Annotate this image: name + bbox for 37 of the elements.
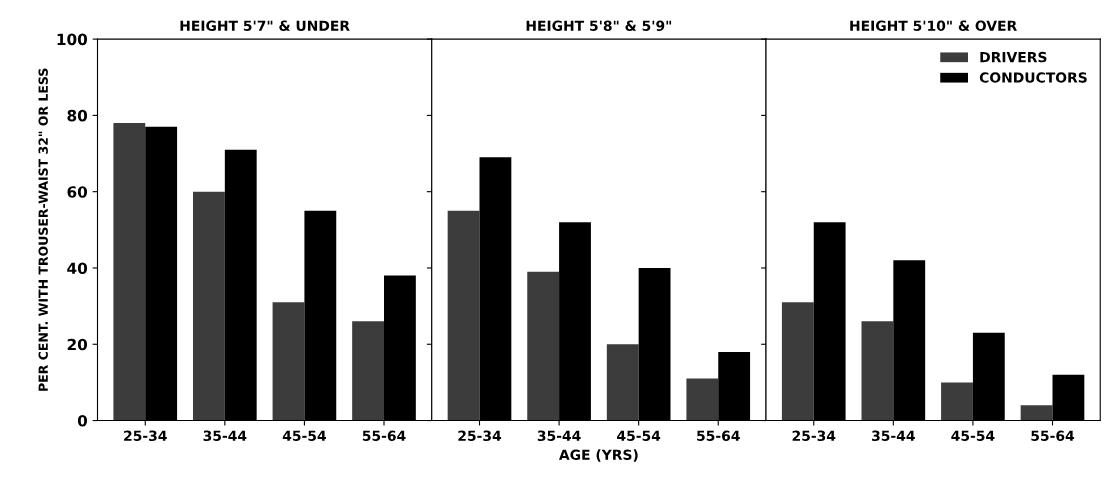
- legend-label: CONDUCTORS: [979, 72, 1087, 83]
- chart-title: HEIGHT 5'8" & 5'9": [526, 20, 672, 31]
- y-tick-label: 0: [77, 415, 88, 427]
- bar: [527, 271, 560, 421]
- bar: [447, 210, 480, 421]
- bar: [861, 321, 894, 421]
- bar: [193, 191, 225, 421]
- x-tick-label: 55-64: [362, 430, 406, 442]
- bar: [606, 344, 639, 421]
- x-tick-label: 45-54: [951, 430, 995, 442]
- x-tick-label: 35-44: [203, 430, 247, 442]
- bar: [272, 302, 305, 421]
- x-axis-title: AGE (YRS): [558, 449, 638, 462]
- y-tick-label: 20: [67, 338, 88, 351]
- x-tick-label: 55-64: [697, 430, 740, 442]
- bar: [1020, 405, 1053, 421]
- x-tick-label: 25-34: [124, 430, 167, 442]
- chart-title: HEIGHT 5'7" & UNDER: [180, 20, 350, 31]
- bar: [686, 378, 719, 421]
- x-tick-label: 25-34: [792, 430, 836, 442]
- bar: [781, 302, 814, 421]
- x-tick-label: 35-44: [537, 430, 581, 442]
- x-tick-label: 35-44: [872, 430, 915, 442]
- x-tick-label: 45-54: [617, 430, 661, 442]
- x-tick-label: 45-54: [282, 430, 326, 442]
- bar: [113, 123, 146, 421]
- bar: [352, 321, 384, 421]
- bar: [941, 382, 973, 421]
- y-tick-label: 60: [67, 186, 88, 198]
- legend-label: DRIVERS: [980, 51, 1047, 63]
- x-tick-label: 55-64: [1031, 430, 1075, 442]
- y-tick-label: 80: [67, 109, 88, 122]
- y-tick-label: 40: [67, 262, 88, 274]
- chart-title: HEIGHT 5'10" & OVER: [850, 20, 1017, 31]
- y-tick-label: 100: [57, 33, 88, 46]
- y-axis-title: PER CENT. WITH TROUSER-WAIST 32" OR LESS: [38, 68, 48, 391]
- x-tick-label: 25-34: [458, 430, 502, 442]
